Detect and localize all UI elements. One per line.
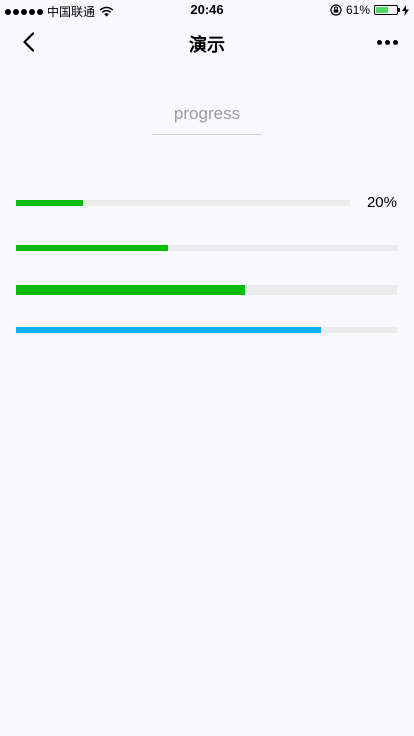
back-button[interactable]: [14, 28, 44, 56]
progress-track: [16, 285, 397, 295]
status-time: 20:46: [190, 2, 224, 17]
progress-row-3: [16, 285, 397, 295]
carrier-label: 中国联通: [47, 5, 96, 19]
progress-percent-label: 20%: [366, 194, 397, 211]
charging-bolt-icon: [402, 4, 409, 16]
progress-row-4: [16, 327, 397, 333]
page-title: 演示: [189, 35, 225, 55]
nav-bar: 演示: [0, 20, 414, 64]
progress-track: [16, 327, 397, 333]
header-title: progress: [151, 104, 263, 135]
status-left: 中国联通: [5, 3, 114, 20]
battery-percent: 61%: [345, 3, 370, 17]
status-bar: 中国联通 20:46 61%: [0, 0, 414, 20]
more-dots-icon: [392, 39, 398, 45]
progress-track: [16, 245, 397, 251]
wifi-icon: [99, 6, 114, 17]
orientation-lock-icon: [330, 4, 342, 16]
progress-row-1: 20%: [16, 194, 397, 211]
progress-fill: [16, 327, 321, 333]
status-right: 61%: [330, 3, 409, 17]
progress-row-2: [16, 245, 397, 251]
page-header: progress: [0, 104, 414, 135]
progress-fill: [16, 285, 245, 295]
more-button[interactable]: [372, 28, 402, 56]
battery-level-fill: [376, 7, 389, 13]
signal-dots-icon: [5, 8, 43, 15]
more-dots-icon: [384, 39, 390, 45]
battery-icon: [374, 5, 400, 15]
progress-track: [16, 200, 350, 206]
progress-fill: [16, 200, 83, 206]
chevron-left-icon: [23, 32, 35, 52]
more-dots-icon: [376, 39, 382, 45]
progress-fill: [16, 245, 169, 251]
